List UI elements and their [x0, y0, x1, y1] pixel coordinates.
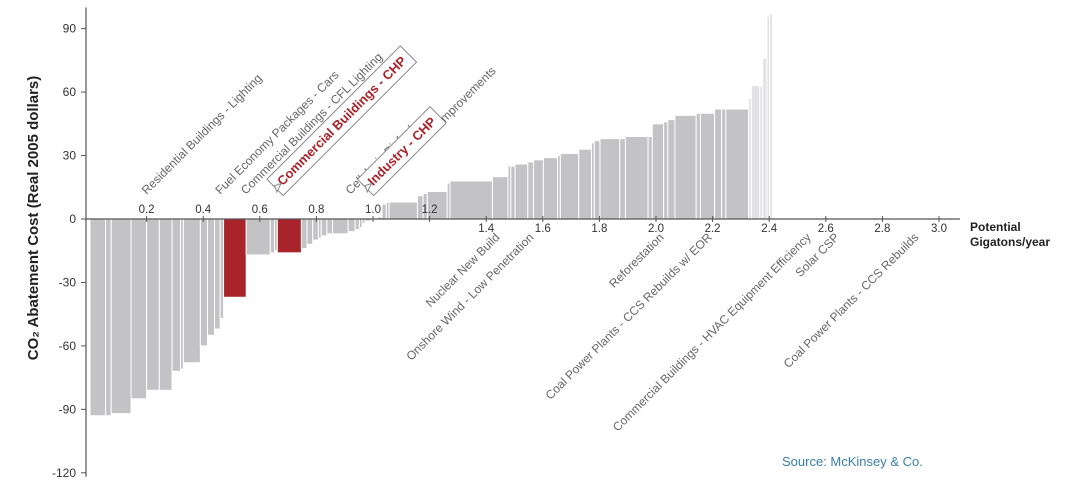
bar: [245, 218, 271, 256]
x-axis-label-line1: Potential: [970, 220, 1021, 234]
bars-layer: [89, 13, 774, 417]
bar: [130, 218, 148, 400]
x-tick-label: 0.6: [252, 204, 268, 216]
annotation-label: Onshore Wind - Low Penetration: [403, 230, 536, 363]
bar: [750, 85, 761, 220]
bar: [721, 108, 727, 220]
bar: [647, 136, 653, 220]
x-tick-label: 1.8: [591, 223, 607, 235]
bar: [651, 123, 665, 220]
x-tick-label: 0.2: [139, 204, 155, 216]
bar: [146, 218, 160, 391]
y-tick-label: -120: [52, 466, 76, 480]
x-tick-label: 1.6: [535, 223, 551, 235]
y-tick-label: 60: [63, 85, 77, 99]
bar: [158, 218, 173, 391]
bar: [514, 163, 529, 220]
highlight-annotation-label: Industry - CHP: [364, 114, 439, 189]
x-tick-label: 1.0: [365, 204, 381, 216]
bar: [663, 121, 669, 220]
y-axis-label: CO₂ Abatement Cost (Real 2005 dollars): [25, 76, 42, 361]
bar: [725, 108, 750, 220]
bar: [542, 157, 559, 220]
y-tick-label: -30: [59, 275, 77, 289]
x-tick-label: 2.2: [705, 223, 721, 235]
bar: [599, 138, 621, 220]
callout-pointer: [274, 182, 283, 194]
bar: [110, 218, 132, 415]
bar: [624, 136, 649, 220]
source-note: Source: McKinsey & Co.: [782, 454, 923, 469]
bar: [491, 176, 509, 220]
bar: [559, 152, 580, 220]
bar: [332, 218, 349, 235]
bar: [206, 218, 216, 336]
x-tick-label: 2.8: [874, 223, 890, 235]
x-tick-label: 2.4: [761, 223, 778, 235]
x-tick-label: 0.4: [195, 204, 212, 216]
y-tick-label: -60: [59, 339, 77, 353]
bar: [510, 165, 516, 220]
bar: [578, 148, 592, 220]
y-tick-label: -90: [59, 402, 77, 416]
bar: [182, 218, 201, 364]
bar: [89, 218, 107, 417]
bar: [619, 138, 626, 220]
bar: [306, 218, 314, 245]
bar: [219, 218, 225, 319]
axes-layer: 90 60 30 0 -30 -60 -90 -120 0.2 0.4 0.6 0.8 1.0 1.2 1.…: [52, 7, 960, 480]
annotation-label: Coal Power Plants - CCS Rebuilds w/ EOR: [543, 230, 715, 402]
bar-highlight: [276, 218, 302, 254]
bar: [449, 180, 493, 220]
bar: [381, 203, 387, 220]
bar: [171, 218, 182, 372]
bar: [695, 112, 701, 220]
bar: [527, 161, 534, 220]
bar: [347, 218, 356, 233]
bar: [674, 114, 697, 220]
y-tick-label: 0: [69, 212, 76, 226]
bar: [312, 218, 319, 241]
bar: [199, 218, 208, 347]
bar: [326, 218, 334, 235]
bar: [714, 108, 723, 220]
bar: [388, 201, 418, 220]
x-tick-label: 2.0: [648, 223, 664, 235]
bar: [769, 13, 774, 220]
highlight-callout: Industry - CHP: [356, 106, 447, 197]
x-tick-label: 3.0: [931, 223, 947, 235]
y-tick-label: 90: [63, 22, 77, 36]
bar: [354, 218, 360, 231]
callout-pointer: [364, 182, 373, 194]
bar: [593, 140, 601, 220]
bar: [667, 119, 676, 220]
x-tick-label: 0.8: [308, 204, 324, 216]
x-tick-label: 2.6: [818, 223, 834, 235]
x-tick-label: 1.2: [422, 204, 438, 216]
bar: [320, 218, 328, 237]
y-tick-label: 30: [63, 149, 77, 163]
bar: [532, 159, 544, 220]
bar: [105, 218, 112, 417]
bar: [214, 218, 221, 330]
bar: [300, 218, 308, 250]
bar: [762, 57, 768, 220]
bar: [269, 218, 276, 254]
x-tick-label: 1.4: [478, 223, 495, 235]
bar-highlight: [223, 218, 247, 298]
x-axis-label-line2: Gigatons/year: [970, 235, 1050, 249]
bar: [699, 112, 716, 220]
